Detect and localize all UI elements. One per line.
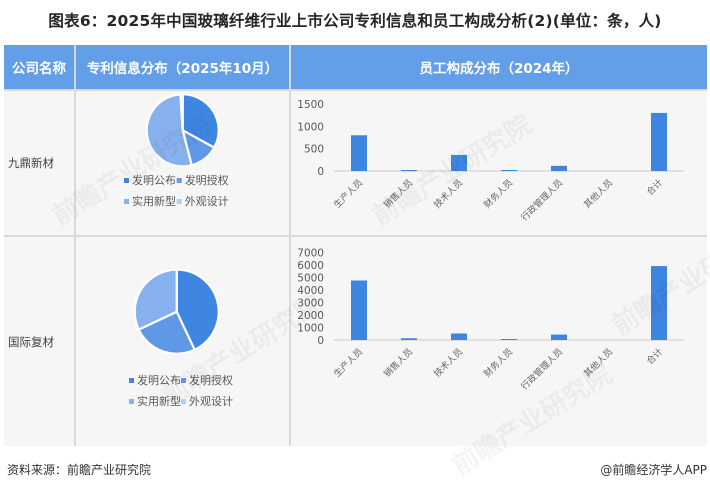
x-category-label: 销售人员 [381, 346, 415, 380]
bar [451, 333, 467, 340]
bar [551, 165, 567, 171]
legend-swatch-icon [176, 199, 182, 204]
legend-swatch-icon [181, 399, 186, 404]
credit-note: @前瞻经济学人APP [600, 463, 707, 477]
y-tick-label: 0 [317, 335, 324, 347]
y-tick-label: 1000 [297, 121, 324, 133]
legend-swatch-icon [181, 378, 186, 383]
pie-slice [179, 93, 184, 131]
x-category-label: 财务人员 [481, 177, 515, 211]
employee-bar-cell-1: 0 500 1000 1500 生产人员 销售人员 技术人员 财务人员 行政管理人员 其他人员 合计 [291, 91, 707, 235]
bar [501, 170, 517, 171]
patent-pie-cell-2: 发明公布 发明授权 实用新型 外观设计 [76, 237, 289, 446]
legend-label: 发明授权 [189, 373, 233, 387]
legend-label: 发明公布 [132, 173, 176, 187]
legend-label: 外观设计 [189, 395, 233, 408]
legend-label: 发明公布 [137, 373, 181, 387]
legend-swatch-icon [129, 399, 134, 404]
header-patent-distribution: 专利信息分布（2025年10月） [76, 45, 289, 89]
pie-slice [145, 93, 193, 168]
bar [501, 339, 517, 340]
bar [551, 334, 567, 340]
bar [401, 170, 417, 171]
y-tick-label: 1000 [297, 322, 324, 334]
employee-bar-chart: 0 500 1000 1500 生产人员 销售人员 技术人员 财务人员 行政管理人员 其他人员 合计 [297, 99, 684, 224]
y-tick-label: 6000 [297, 260, 324, 272]
y-tick-label: 3000 [297, 297, 324, 309]
chart-title: 图表6：2025年中国玻璃纤维行业上市公司专利信息和员工构成分析(2)(单位：条… [48, 12, 662, 30]
x-category-label: 财务人员 [481, 346, 515, 380]
patent-pie-cell-1: 发明公布 发明授权 实用新型 外观设计 [76, 91, 289, 235]
y-tick-label: 5000 [297, 272, 324, 284]
legend-swatch-icon [129, 378, 134, 383]
bar [451, 154, 467, 171]
x-category-label: 技术人员 [431, 177, 465, 211]
y-tick-label: 0 [317, 166, 324, 178]
legend-label: 实用新型 [132, 194, 176, 208]
bar [401, 338, 417, 340]
x-category-label: 技术人员 [431, 346, 465, 380]
pie-slice [137, 310, 197, 355]
legend-swatch-icon [124, 178, 129, 183]
data-table: 公司名称 专利信息分布（2025年10月） 员工构成分布（2024年） 九鼎新材… [4, 45, 707, 446]
employee-bar-cell-2: 0 1000 2000 3000 4000 5000 6000 7000 生产人员 销售人员 技术人… [291, 237, 707, 446]
legend-swatch-icon [124, 199, 129, 204]
pie-slice [175, 268, 220, 352]
bar [651, 112, 667, 171]
x-category-label: 销售人员 [381, 177, 415, 211]
x-category-label: 生产人员 [331, 177, 365, 211]
y-tick-label: 4000 [297, 285, 324, 297]
x-category-label: 其他人员 [581, 346, 615, 380]
header-employee-composition: 员工构成分布（2024年） [291, 45, 707, 89]
y-tick-label: 1500 [297, 99, 324, 111]
x-category-label: 行政管理人员 [518, 177, 565, 224]
legend-label: 外观设计 [185, 195, 229, 208]
bar [651, 266, 667, 340]
y-tick-label: 500 [304, 144, 324, 156]
legend-label: 实用新型 [137, 394, 181, 408]
x-category-label: 合计 [644, 177, 665, 198]
legend-label: 发明授权 [185, 173, 229, 187]
x-category-label: 其他人员 [581, 177, 615, 211]
bar [351, 280, 367, 340]
x-category-label: 行政管理人员 [518, 346, 565, 393]
company-name-cell: 九鼎新材 [4, 91, 74, 235]
pie-slice [133, 268, 178, 332]
x-category-label: 生产人员 [331, 346, 365, 380]
header-company-name: 公司名称 [4, 45, 74, 89]
source-note: 资料来源：前瞻产业研究院 [7, 463, 152, 477]
y-tick-label: 7000 [297, 247, 324, 259]
bar [351, 135, 367, 171]
y-tick-label: 2000 [297, 310, 324, 322]
company-name-cell: 国际复材 [4, 237, 74, 446]
legend-swatch-icon [176, 178, 182, 183]
x-category-label: 合计 [644, 346, 665, 367]
